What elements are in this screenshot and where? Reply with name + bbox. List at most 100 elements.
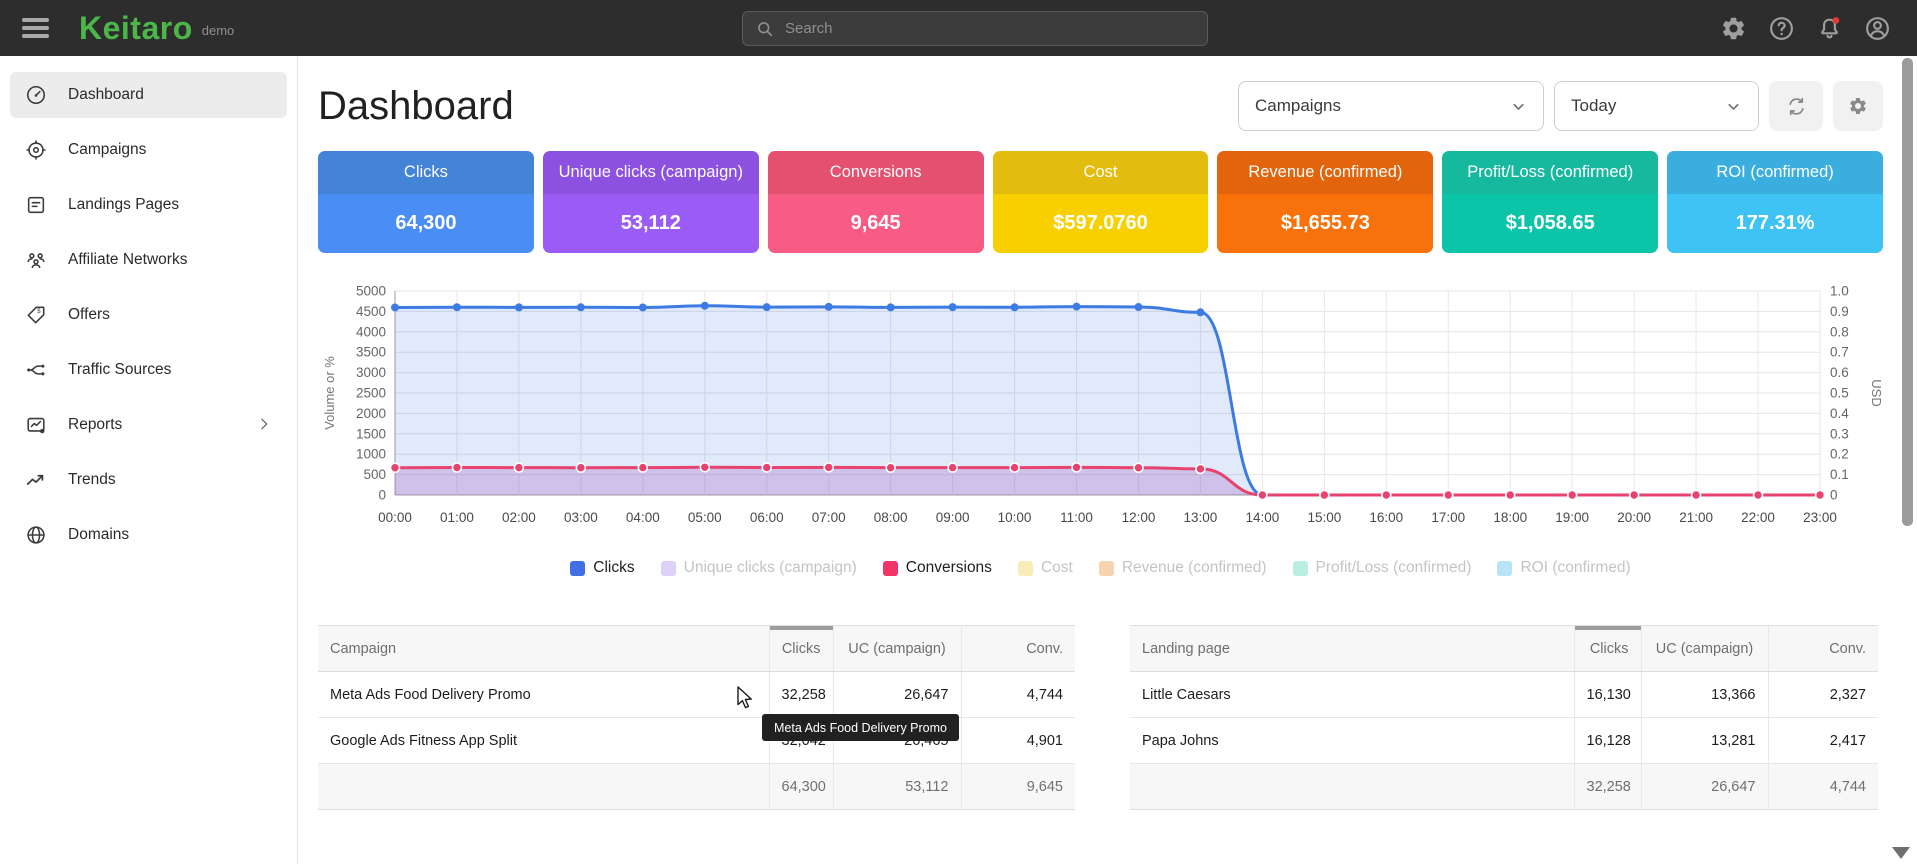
svg-text:13:00: 13:00	[1184, 510, 1218, 525]
date-range-value: Today	[1571, 96, 1616, 116]
chevron-down-icon	[1725, 98, 1742, 115]
legend-swatch	[1497, 561, 1512, 576]
column-header-landing-page[interactable]: Landing page	[1130, 626, 1574, 672]
metric-label: Clicks	[318, 151, 534, 194]
metric-card-profit-loss[interactable]: Profit/Loss (confirmed) $1,058.65	[1442, 151, 1658, 253]
sidebar-item-reports[interactable]: Reports	[10, 402, 287, 448]
sidebar-item-domains[interactable]: Domains	[10, 512, 287, 558]
landing-name: Papa Johns	[1130, 718, 1574, 764]
svg-text:USD: USD	[1869, 379, 1882, 406]
table-row[interactable]: Little Caesars 16,130 13,366 2,327	[1130, 672, 1878, 718]
dashboard-settings-button[interactable]	[1833, 81, 1883, 131]
svg-text:0.8: 0.8	[1830, 324, 1849, 339]
column-header-campaign[interactable]: Campaign	[318, 626, 769, 672]
metric-card-unique-clicks[interactable]: Unique clicks (campaign) 53,112	[543, 151, 759, 253]
metric-card-clicks[interactable]: Clicks 64,300	[318, 151, 534, 253]
svg-text:1000: 1000	[356, 447, 386, 462]
grouping-select[interactable]: Campaigns	[1238, 81, 1544, 131]
column-header-uc[interactable]: UC (campaign)	[1641, 626, 1768, 672]
vertical-scrollbar[interactable]	[1902, 58, 1913, 526]
svg-text:23:00: 23:00	[1803, 510, 1837, 525]
svg-text:0.5: 0.5	[1830, 386, 1849, 401]
env-badge: demo	[202, 19, 235, 38]
help-icon[interactable]	[1768, 15, 1795, 42]
hamburger-menu-icon[interactable]	[22, 14, 49, 43]
svg-text:20:00: 20:00	[1617, 510, 1651, 525]
sidebar-item-landings-pages[interactable]: Landings Pages	[10, 182, 287, 228]
metric-card-revenue[interactable]: Revenue (confirmed) $1,655.73	[1217, 151, 1433, 253]
legend-item[interactable]: Clicks	[570, 559, 634, 577]
column-header-conv[interactable]: Conv.	[1768, 626, 1878, 672]
table-row[interactable]: Meta Ads Food Delivery Promo 32,258 26,6…	[318, 672, 1075, 718]
column-header-uc[interactable]: UC (campaign)	[833, 626, 961, 672]
legend-item[interactable]: ROI (confirmed)	[1497, 559, 1630, 577]
svg-text:19:00: 19:00	[1555, 510, 1589, 525]
svg-text:4000: 4000	[356, 324, 386, 339]
table-header-row: Campaign Clicks UC (campaign) Conv.	[318, 626, 1075, 672]
account-icon[interactable]	[1864, 15, 1891, 42]
column-header-clicks-sorted[interactable]: Clicks	[769, 626, 833, 672]
legend-item[interactable]: Conversions	[883, 559, 992, 577]
svg-text:17:00: 17:00	[1431, 510, 1465, 525]
metric-card-conversions[interactable]: Conversions 9,645	[768, 151, 984, 253]
sidebar-item-affiliate-networks[interactable]: Affiliate Networks	[10, 237, 287, 283]
notification-dot	[1833, 17, 1840, 24]
sidebar-item-label: Offers	[68, 306, 110, 324]
uc-cell: 26,647	[833, 672, 961, 718]
refresh-button[interactable]	[1769, 81, 1823, 131]
svg-text:0.3: 0.3	[1830, 426, 1849, 441]
svg-text:Volume or %: Volume or %	[322, 356, 337, 430]
svg-text:3500: 3500	[356, 345, 386, 360]
settings-icon[interactable]	[1720, 15, 1747, 42]
table-row[interactable]: Google Ads Fitness App Split 32,042 26,4…	[318, 718, 1075, 764]
campaign-name: Google Ads Fitness App Split	[318, 718, 769, 764]
notifications-bell-icon[interactable]	[1816, 15, 1843, 42]
search-icon	[755, 19, 775, 39]
svg-text:2000: 2000	[356, 406, 386, 421]
search-input[interactable]	[785, 20, 1195, 37]
legend-item[interactable]: Unique clicks (campaign)	[661, 559, 857, 577]
legend-item[interactable]: Revenue (confirmed)	[1099, 559, 1267, 577]
campaign-name: Meta Ads Food Delivery Promo	[318, 672, 769, 718]
legend-item[interactable]: Cost	[1018, 559, 1073, 577]
svg-text:500: 500	[363, 467, 386, 482]
clicks-cell: 32,258	[769, 672, 833, 718]
svg-text:21:00: 21:00	[1679, 510, 1713, 525]
main-content: Dashboard Campaigns Today	[298, 56, 1917, 864]
campaigns-table: Campaign Clicks UC (campaign) Conv. Meta…	[318, 625, 1075, 810]
sidebar-item-label: Affiliate Networks	[68, 251, 187, 269]
sidebar-item-offers[interactable]: $ Offers	[10, 292, 287, 338]
svg-text:0.6: 0.6	[1830, 365, 1849, 380]
sidebar-item-traffic-sources[interactable]: Traffic Sources	[10, 347, 287, 393]
legend-swatch	[570, 561, 585, 576]
conv-cell: 4,901	[961, 718, 1075, 764]
svg-text:0: 0	[1830, 488, 1838, 503]
legend-item[interactable]: Profit/Loss (confirmed)	[1293, 559, 1472, 577]
global-search[interactable]	[742, 11, 1208, 46]
conv-cell: 4,744	[961, 672, 1075, 718]
svg-text:0.7: 0.7	[1830, 345, 1849, 360]
metric-card-roi[interactable]: ROI (confirmed) 177.31%	[1667, 151, 1883, 253]
legend-label: Revenue (confirmed)	[1122, 559, 1267, 577]
svg-text:02:00: 02:00	[502, 510, 536, 525]
sidebar-item-dashboard[interactable]: Dashboard	[10, 72, 287, 118]
column-header-clicks-sorted[interactable]: Clicks	[1574, 626, 1641, 672]
column-header-conv[interactable]: Conv.	[961, 626, 1075, 672]
chevron-right-icon	[256, 416, 272, 432]
landing-pages-table: Landing page Clicks UC (campaign) Conv. …	[1130, 625, 1878, 810]
sidebar-item-label: Reports	[68, 416, 122, 434]
sidebar-item-campaigns[interactable]: Campaigns	[10, 127, 287, 173]
scrollbar-down-arrow[interactable]	[1892, 847, 1910, 859]
keitaro-logo: Keitaro	[79, 10, 193, 47]
svg-text:0.9: 0.9	[1830, 304, 1849, 319]
globe-icon	[25, 524, 47, 546]
sidebar-item-trends[interactable]: Trends	[10, 457, 287, 503]
svg-text:0: 0	[378, 488, 386, 503]
uc-cell: 13,281	[1641, 718, 1768, 764]
table-row[interactable]: Papa Johns 16,128 13,281 2,417	[1130, 718, 1878, 764]
date-range-select[interactable]: Today	[1554, 81, 1759, 131]
sidebar-item-label: Landings Pages	[68, 196, 179, 214]
metric-card-cost[interactable]: Cost $597.0760	[993, 151, 1209, 253]
totals-uc: 53,112	[833, 764, 961, 810]
svg-text:10:00: 10:00	[998, 510, 1032, 525]
